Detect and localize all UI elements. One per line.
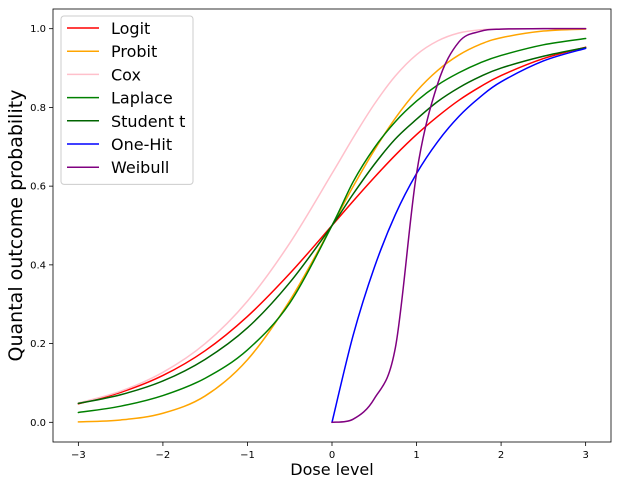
series-line-one-hit [331,47,587,424]
legend-label: Student t [111,112,185,131]
x-tick-label: 0 [329,450,335,461]
series-line-probit [77,28,587,423]
series-line-weibull [331,27,587,424]
x-tick-label: 3 [582,450,588,461]
legend-label: Cox [111,65,141,84]
y-axis-label: Quantal outcome probability [5,90,27,362]
legend-label: Logit [111,19,150,38]
series-line-cox [77,27,587,404]
y-tick-label: 0.2 [30,339,46,350]
legend-label: One-Hit [111,135,172,154]
plot-area [77,27,587,424]
series-line-student-t [77,46,587,405]
legend: Logit Probit Cox Laplace Student t One-Hit Wei… [60,15,194,185]
y-tick-label: 0.8 [30,103,46,114]
y-axis: 0.0 0.2 0.4 0.6 0.8 1.0 [30,24,53,429]
series-line-laplace [77,37,587,414]
y-tick-label: 0.6 [30,182,46,193]
legend-label: Probit [111,42,157,61]
x-axis-label: Dose level [290,460,373,479]
x-tick-label: 2 [498,450,504,461]
x-tick-label: −2 [156,450,171,461]
y-tick-label: 0.4 [30,260,46,271]
legend-label: Weibull [111,158,169,177]
x-axis: −3 −2 −1 0 1 2 3 [71,442,589,461]
y-tick-label: 0.0 [30,418,46,429]
legend-label: Laplace [111,89,173,108]
x-tick-label: −3 [71,450,86,461]
legend-box [60,15,194,185]
y-tick-label: 1.0 [30,24,46,35]
series-line-logit [77,46,587,405]
x-tick-label: −1 [240,450,255,461]
x-tick-label: 1 [413,450,419,461]
